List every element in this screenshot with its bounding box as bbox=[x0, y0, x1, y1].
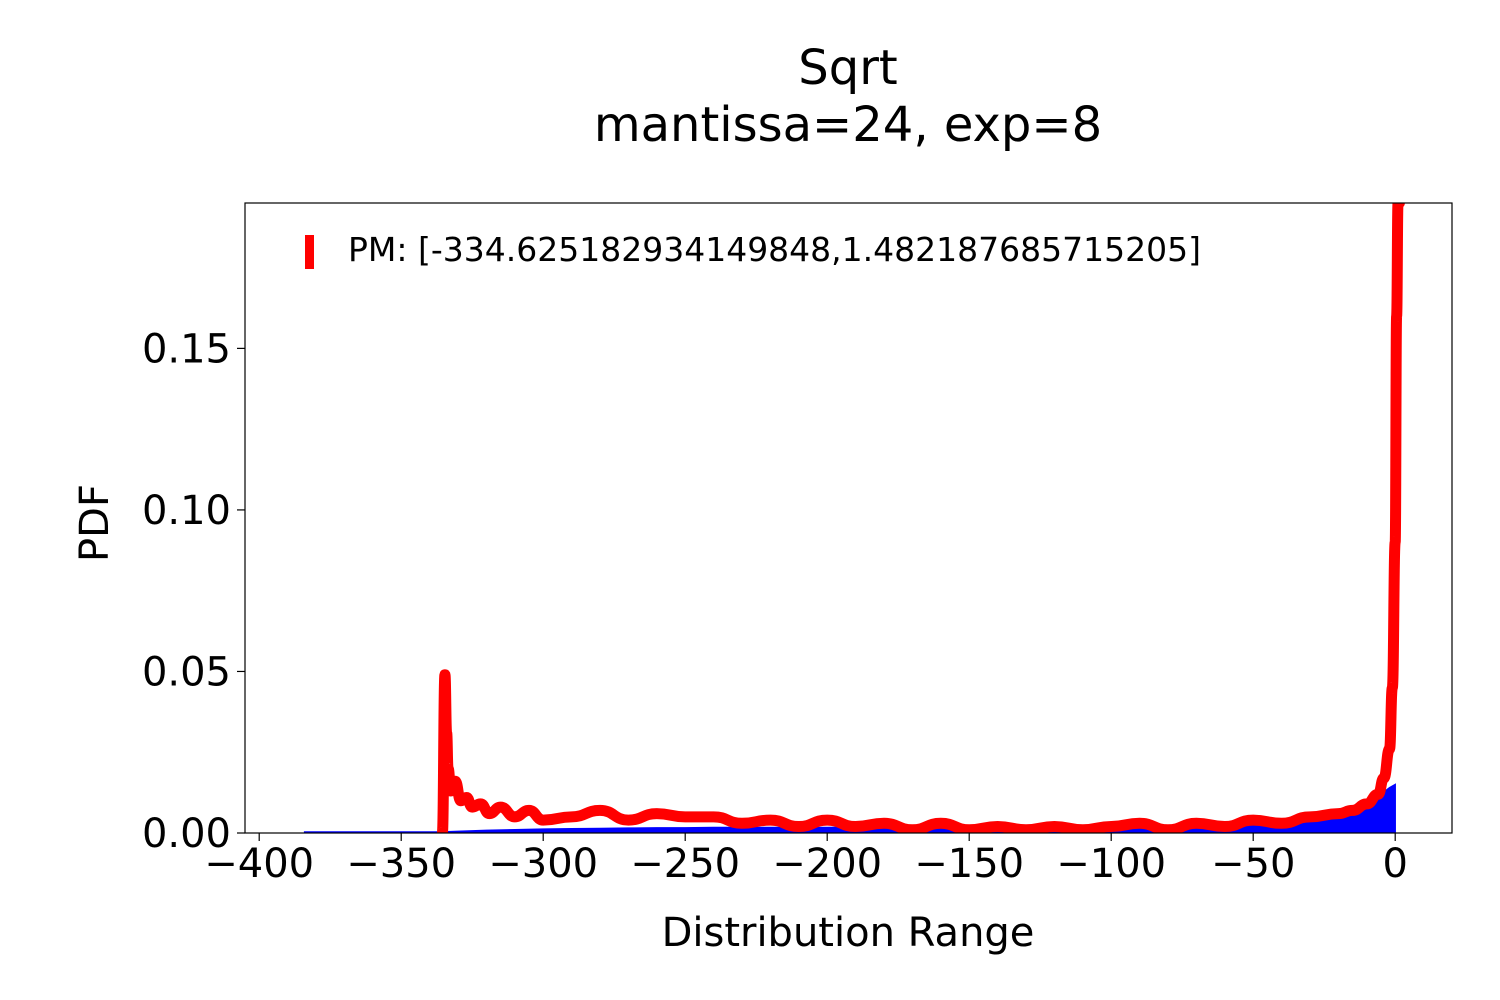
y-tick-label: 0.00 bbox=[142, 811, 231, 857]
plot-area: −400 −350 −300 −250 −200 −150 −100 −50 0 0.00 0.05… bbox=[142, 202, 1453, 887]
plot-clipped-layer bbox=[303, 203, 1405, 833]
x-tick-label: −300 bbox=[488, 841, 598, 887]
pm-series-line bbox=[436, 203, 1405, 833]
legend-label-pm: PM: [-334.625182934149848,1.482187685715… bbox=[348, 230, 1201, 269]
legend-swatch-pm bbox=[305, 235, 314, 269]
x-tick-label: −200 bbox=[772, 841, 882, 887]
plot-frame bbox=[244, 202, 1453, 834]
y-tick-label: 0.05 bbox=[142, 649, 231, 695]
x-tick-label: −100 bbox=[1056, 841, 1166, 887]
x-tick-label: −250 bbox=[630, 841, 740, 887]
x-tick-label: −400 bbox=[204, 841, 314, 887]
x-axis-label: Distribution Range bbox=[662, 910, 1035, 956]
y-tick-label: 0.10 bbox=[142, 488, 231, 534]
x-tick-label: −350 bbox=[346, 841, 456, 887]
y-tick-label: 0.15 bbox=[142, 326, 231, 372]
x-tick-label: −50 bbox=[1211, 841, 1295, 887]
x-tick-label: 0 bbox=[1382, 841, 1407, 887]
chart-title: Sqrt bbox=[798, 40, 898, 96]
chart-subtitle: mantissa=24, exp=8 bbox=[594, 97, 1102, 153]
y-axis-label: PDF bbox=[72, 484, 118, 562]
x-tick-label: −150 bbox=[914, 841, 1024, 887]
